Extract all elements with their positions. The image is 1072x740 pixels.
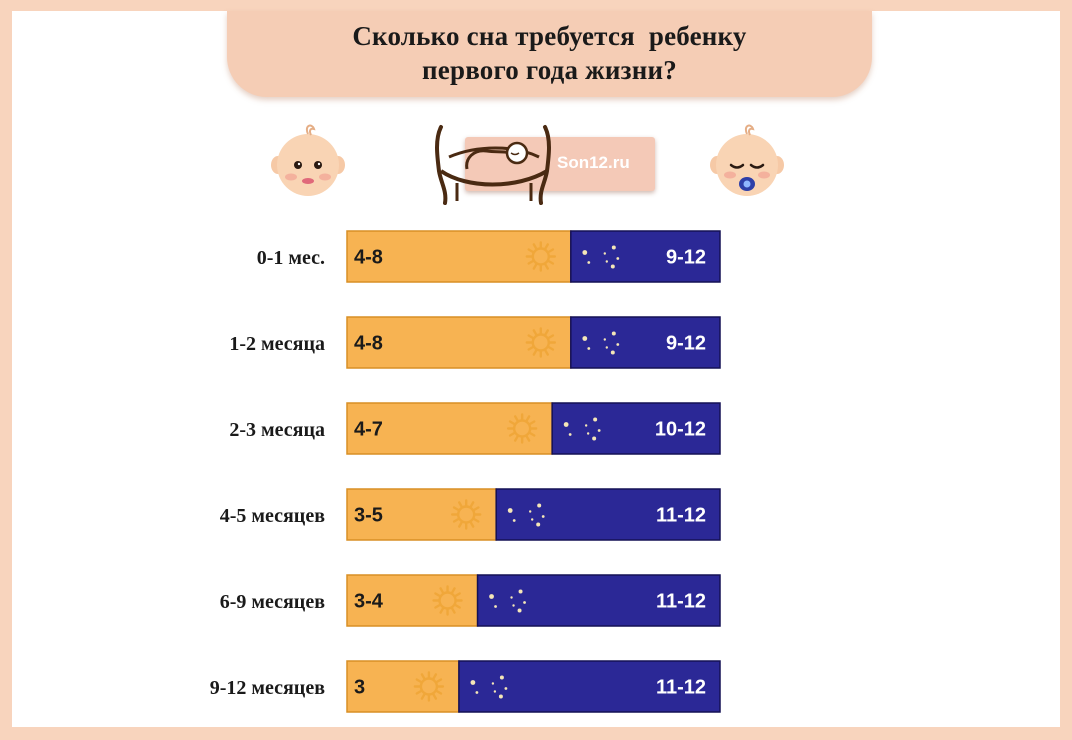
- bar-row: 3 11-12: [346, 660, 721, 713]
- moon-stars-icon: [507, 502, 545, 527]
- bar-row: 4-8 9-12: [346, 230, 721, 283]
- sleep-chart: 4-8 9-12 4-8 9-12 4-7 10-12 3-5 11-12 3-4 11-12 3 1…: [346, 230, 721, 713]
- sun-icon: [525, 241, 556, 272]
- moon-stars-icon: [489, 588, 526, 613]
- title-line-1: Сколько сна требуется ребенку: [352, 21, 747, 51]
- bar-row: 4-7 10-12: [346, 402, 721, 455]
- night-sleep-label: 9-12: [666, 333, 706, 355]
- night-sleep-label: 11-12: [656, 505, 706, 527]
- sun-icon: [451, 499, 482, 530]
- night-sleep-bar: [570, 316, 721, 369]
- bar-row: 3-5 11-12: [346, 488, 721, 541]
- sun-icon: [432, 585, 463, 616]
- row-label-age: 4-5 месяцев: [219, 505, 325, 527]
- night-sleep-bar: [570, 230, 721, 283]
- day-sleep-label: 3: [354, 677, 365, 699]
- bar-row: 3-4 11-12: [346, 574, 721, 627]
- sun-icon: [525, 327, 556, 358]
- row-label-age: 6-9 месяцев: [219, 591, 325, 613]
- night-sleep-bar: [476, 574, 721, 627]
- moon-stars-icon: [582, 244, 620, 269]
- crib-logo-icon: [435, 125, 551, 205]
- day-sleep-label: 4-7: [354, 419, 383, 441]
- moon-stars-icon: [470, 674, 508, 699]
- day-sleep-label: 3-5: [354, 505, 383, 527]
- day-sleep-label: 4-8: [354, 333, 383, 355]
- row-label-age: 0-1 мес.: [256, 247, 325, 269]
- night-sleep-bar: [551, 402, 721, 455]
- row-label-age: 2-3 месяца: [229, 419, 325, 441]
- day-sleep-bar: [346, 402, 553, 455]
- night-sleep-bar: [495, 488, 721, 541]
- moon-stars-icon: [582, 330, 620, 355]
- awake-baby-face-icon: [271, 124, 345, 196]
- row-label-age: 9-12 месяцев: [209, 677, 325, 699]
- sun-icon: [413, 671, 445, 702]
- title-line-2: первого года жизни?: [422, 55, 677, 85]
- night-sleep-label: 9-12: [666, 247, 706, 269]
- title-banner: Сколько сна требуется ребенку первого го…: [227, 11, 872, 97]
- day-sleep-label: 4-8: [354, 247, 383, 269]
- sleeping-baby-face-icon: [710, 124, 784, 196]
- row-label-age: 1-2 месяца: [229, 333, 325, 355]
- site-logo: Son12.ru: [427, 119, 657, 211]
- sun-icon: [506, 413, 538, 444]
- night-sleep-label: 10-12: [655, 419, 706, 441]
- night-sleep-label: 11-12: [656, 677, 706, 699]
- moon-stars-icon: [563, 416, 601, 441]
- logo-text: Son12.ru: [557, 153, 630, 172]
- night-sleep-label: 11-12: [656, 591, 706, 613]
- night-sleep-bar: [458, 660, 721, 713]
- day-sleep-label: 3-4: [354, 591, 384, 613]
- logo-tag: [465, 137, 655, 191]
- bar-row: 4-8 9-12: [346, 316, 721, 369]
- infographic-panel: Сколько сна требуется ребенку первого го…: [12, 11, 1060, 727]
